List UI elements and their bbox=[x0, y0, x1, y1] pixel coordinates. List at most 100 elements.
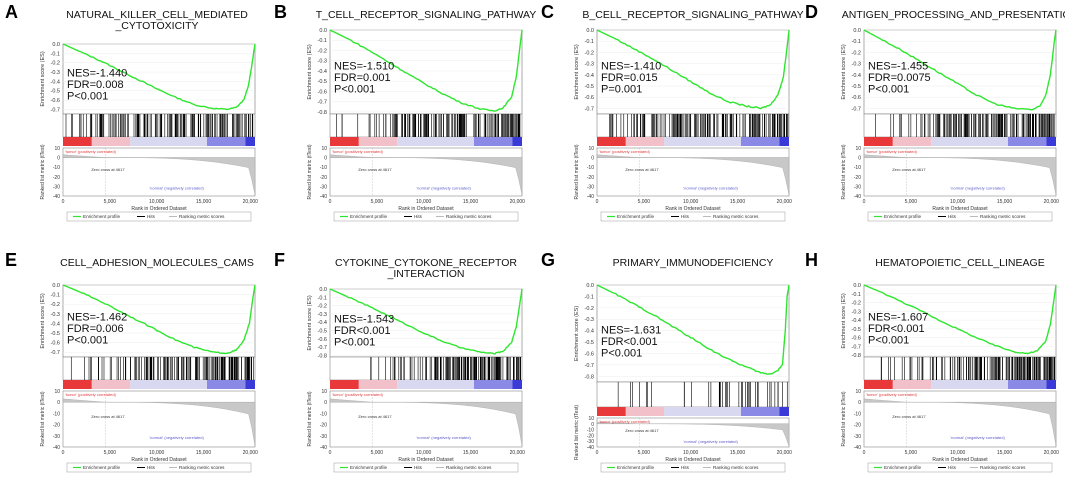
es-tick-label: -0.2 bbox=[852, 301, 861, 307]
legend-ranking-label: Ranking metric scores bbox=[980, 214, 1026, 219]
es-tick-label: -0.4 bbox=[51, 321, 60, 327]
legend-box bbox=[333, 462, 519, 473]
metric-tick-label: -40 bbox=[53, 445, 60, 451]
panel-a: A NATURAL_KILLER_CELL_MEDIATED_CYTOTOXICI… bbox=[5, 2, 259, 222]
x-tick-label: 5,000 bbox=[905, 199, 918, 205]
x-tick-label: 20,000 bbox=[243, 199, 259, 205]
metric-plot-area bbox=[329, 147, 523, 197]
es-tick-label: -0.7 bbox=[318, 100, 327, 106]
x-axis-label: Rank in Ordered Dataset bbox=[665, 206, 721, 212]
metric-tick-label: 10 bbox=[855, 146, 861, 152]
x-tick-label: 0 bbox=[62, 450, 65, 456]
rank-bar-segment bbox=[741, 137, 780, 146]
metric-area bbox=[62, 398, 256, 446]
legend-es-label: Enrichment profile bbox=[617, 214, 654, 219]
neg-correlated-label: 'normal' (negatively correlated) bbox=[950, 435, 1005, 440]
rank-bar-segment bbox=[207, 137, 246, 146]
legend-hits-label: Hits bbox=[681, 465, 690, 470]
metric-plot-area bbox=[596, 417, 790, 448]
es-tick-label: -0.1 bbox=[852, 39, 861, 45]
es-tick-label: -0.8 bbox=[585, 374, 594, 380]
metric-tick-label: -20 bbox=[854, 423, 861, 429]
es-tick-label: -0.6 bbox=[585, 95, 594, 101]
stat-label: FDR<0.001 bbox=[868, 323, 925, 335]
metric-area bbox=[329, 398, 523, 446]
rank-bar-segment bbox=[931, 137, 1008, 146]
rank-bar-segment bbox=[892, 380, 932, 389]
legend-ranking-label: Ranking metric scores bbox=[179, 465, 225, 470]
es-tick-label: -0.1 bbox=[318, 295, 327, 301]
metric-tick-label: -30 bbox=[320, 434, 327, 440]
metric-tick-label: 0 bbox=[858, 400, 861, 406]
es-tick-label: -0.8 bbox=[852, 353, 861, 359]
metric-tick-label: -20 bbox=[587, 175, 594, 181]
metric-axis-label: Ranked list metric (tTest) bbox=[841, 391, 847, 446]
es-tick-label: -0.7 bbox=[585, 363, 594, 369]
legend-es-label: Enrichment profile bbox=[350, 214, 387, 219]
metric-tick-label: -10 bbox=[320, 411, 327, 417]
es-tick-label: -0.5 bbox=[852, 327, 861, 333]
panel-letter: G bbox=[541, 250, 555, 270]
rank-bar-segment bbox=[892, 137, 932, 146]
x-tick-label: 20,000 bbox=[510, 450, 526, 456]
stat-label: NES=-1.510 bbox=[334, 61, 394, 73]
legend-box bbox=[66, 462, 252, 473]
stat-label: FDR=0.008 bbox=[67, 79, 124, 91]
rank-bar-segment bbox=[864, 137, 893, 146]
hits-track bbox=[596, 381, 790, 408]
metric-tick-label: 0 bbox=[858, 156, 861, 162]
x-axis-label: Rank in Ordered Dataset bbox=[131, 206, 187, 212]
rank-bar-segment bbox=[474, 137, 513, 146]
x-tick-label: 10,000 bbox=[950, 199, 966, 205]
es-tick-label: -0.4 bbox=[585, 73, 594, 79]
neg-correlated-label: 'normal' (negatively correlated) bbox=[416, 185, 471, 190]
panel-letter: D bbox=[805, 2, 818, 22]
es-tick-label: -0.3 bbox=[585, 317, 594, 323]
zero-cross-label: Zero cross at 4617 bbox=[91, 167, 125, 172]
panel-title: T_CELL_RECEPTOR_SIGNALING_PATHWAY bbox=[316, 9, 537, 21]
es-tick-label: -0.4 bbox=[51, 79, 60, 85]
es-tick-label: -0.1 bbox=[852, 292, 861, 298]
es-tick-label: -0.5 bbox=[51, 331, 60, 337]
es-tick-label: -0.1 bbox=[51, 293, 60, 299]
x-tick-label: 0 bbox=[62, 199, 65, 205]
panel-d: D ANTIGEN_PROCESSING_AND_PRESENTATION 0.0 -… bbox=[805, 2, 1065, 222]
metric-plot-area bbox=[863, 390, 1057, 448]
stat-label: P<0.001 bbox=[601, 347, 642, 359]
x-tick-label: 5,000 bbox=[638, 450, 651, 456]
panel-letter: E bbox=[5, 250, 17, 270]
x-axis-label: Rank in Ordered Dataset bbox=[398, 206, 454, 212]
x-tick-label: 5,000 bbox=[638, 199, 651, 205]
rank-bar-segment bbox=[512, 380, 522, 389]
es-curve bbox=[62, 284, 256, 355]
panel-letter: H bbox=[805, 250, 818, 270]
pos-correlated-label: 'tumor' (positively correlated) bbox=[332, 392, 384, 397]
es-tick-label: -0.1 bbox=[51, 51, 60, 57]
legend-hits-label: Hits bbox=[147, 465, 156, 470]
x-axis-label: Rank in Ordered Dataset bbox=[665, 457, 721, 463]
rank-bar-segment bbox=[1046, 137, 1056, 146]
es-tick-label: -0.3 bbox=[585, 62, 594, 68]
es-tick-label: -0.2 bbox=[51, 61, 60, 67]
panel-letter: C bbox=[541, 2, 554, 22]
stat-label: FDR=0.006 bbox=[67, 323, 124, 335]
pos-correlated-label: 'tumor' (positively correlated) bbox=[866, 149, 918, 154]
es-axis-label: Enrichment score (ES) bbox=[841, 44, 847, 99]
x-tick-label: 10,000 bbox=[950, 450, 966, 456]
es-curve bbox=[596, 29, 790, 110]
zero-cross-label: Zero cross at 4617 bbox=[358, 167, 392, 172]
es-tick-label: -0.4 bbox=[852, 318, 861, 324]
rank-bar-segment bbox=[1008, 380, 1047, 389]
legend-es-label: Enrichment profile bbox=[350, 465, 387, 470]
x-tick-label: 10,000 bbox=[683, 199, 699, 205]
rank-bar-segment bbox=[864, 380, 893, 389]
zero-cross-label: Zero cross at 4617 bbox=[625, 428, 659, 433]
stat-label: NES=-1.440 bbox=[67, 67, 127, 79]
metric-tick-label: -20 bbox=[320, 175, 327, 181]
metric-tick-label: -40 bbox=[587, 445, 594, 451]
es-tick-label: -0.2 bbox=[585, 50, 594, 56]
metric-tick-label: 10 bbox=[855, 389, 861, 395]
es-tick-label: -0.2 bbox=[51, 302, 60, 308]
es-tick-label: 0.0 bbox=[319, 28, 327, 34]
legend-box bbox=[66, 211, 252, 222]
